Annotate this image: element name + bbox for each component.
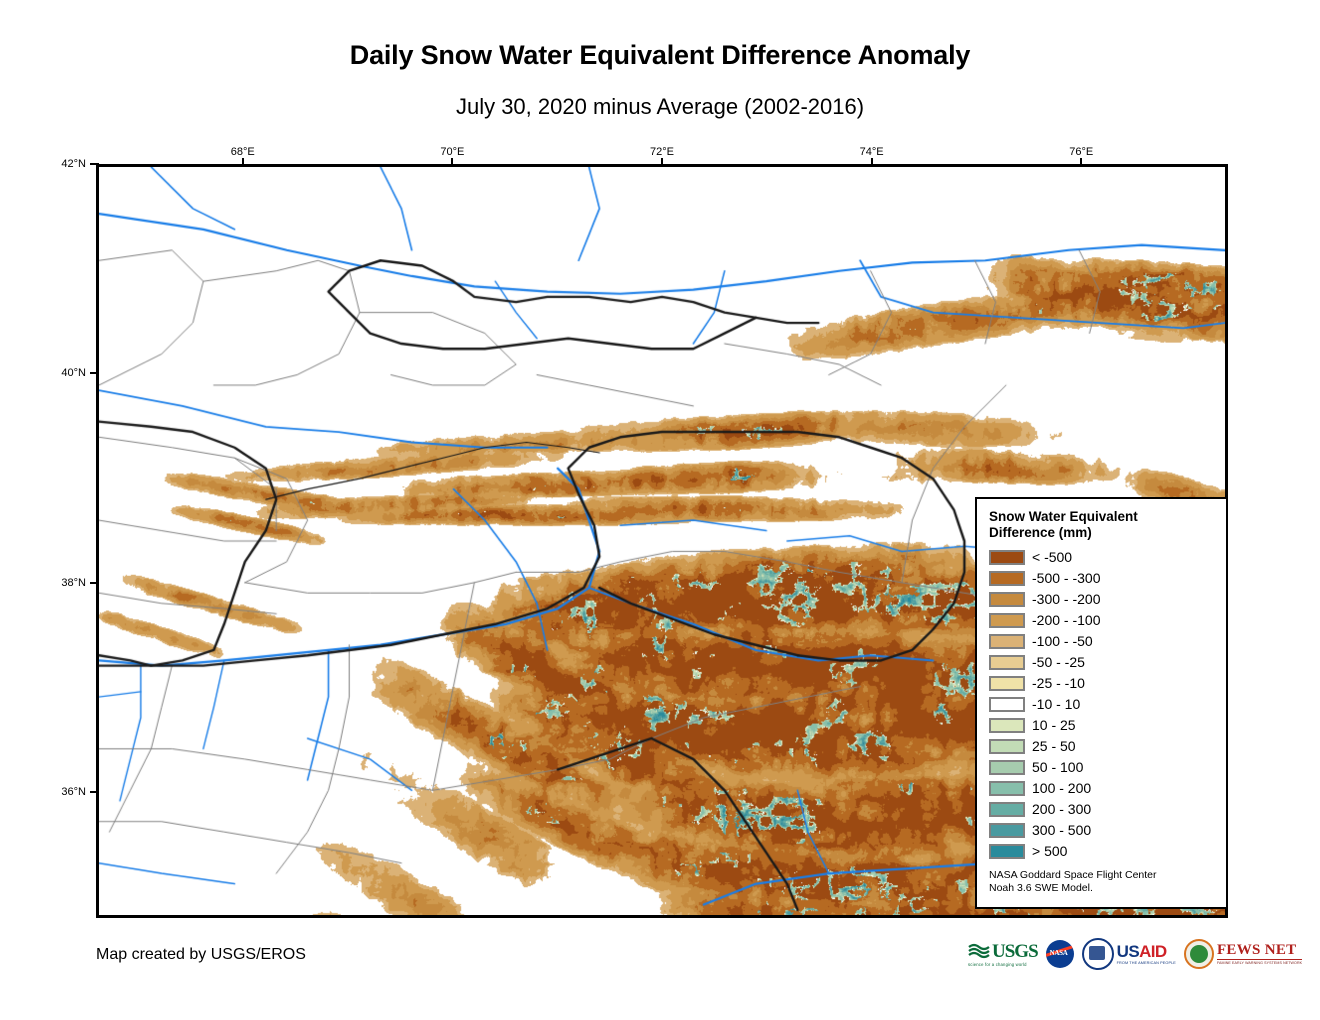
- legend-row: -500 - -300: [989, 568, 1216, 589]
- usgs-wordmark: USGS: [992, 940, 1039, 962]
- fewsnet-wordmark: FEWS NET: [1216, 942, 1303, 960]
- legend-swatch: [989, 591, 1025, 607]
- legend-label: 25 - 50: [1032, 738, 1076, 755]
- usgs-tagline: science for a changing world: [968, 961, 1027, 967]
- legend-label: -10 - 10: [1032, 696, 1081, 713]
- legend-row: < -500: [989, 547, 1216, 568]
- lon-tick-mark: [870, 158, 873, 167]
- page-subtitle: July 30, 2020 minus Average (2002-2016): [455, 94, 865, 119]
- page-title: Daily Snow Water Equivalent Difference A…: [349, 40, 971, 70]
- legend-title-line2: Difference (mm): [989, 525, 1092, 541]
- legend-swatch: [989, 654, 1025, 670]
- legend-swatch: [989, 759, 1025, 775]
- usaid-seal-icon: [1081, 938, 1114, 970]
- legend-swatch: [989, 738, 1025, 754]
- fewsnet-logo[interactable]: FEWS NET FAMINE EARLY WARNING SYSTEMS NE…: [1183, 937, 1303, 971]
- legend-swatch: [989, 675, 1025, 691]
- legend-label: 10 - 25: [1032, 717, 1076, 734]
- lat-tick-mark: [90, 581, 99, 584]
- legend-label: 50 - 100: [1032, 759, 1084, 776]
- legend-swatch: [989, 570, 1025, 586]
- legend-row: 100 - 200: [989, 778, 1216, 799]
- legend-label: -25 - -10: [1032, 675, 1085, 692]
- legend-row: -50 - -25: [989, 652, 1216, 673]
- lon-tick-mark: [241, 158, 244, 167]
- lat-tick-label: 38°N: [61, 576, 86, 589]
- legend-title: Snow Water Equivalent Difference (mm): [989, 509, 1216, 542]
- nasa-meatball-icon: NASA: [1045, 940, 1074, 968]
- lon-tick-label: 72°E: [650, 146, 674, 158]
- legend-label: -300 - -200: [1032, 591, 1101, 608]
- usgs-wave-icon: [968, 943, 990, 959]
- map-credit: Map created by USGS/EROS: [96, 946, 306, 963]
- legend-swatch: [989, 612, 1025, 628]
- legend-row: 300 - 500: [989, 820, 1216, 841]
- legend-label: 200 - 300: [1032, 801, 1092, 818]
- legend-label: < -500: [1032, 549, 1073, 566]
- lat-tick-label: 42°N: [61, 158, 86, 170]
- legend-swatch: [989, 780, 1025, 796]
- lat-tick-mark: [90, 163, 99, 165]
- legend-swatch: [989, 843, 1025, 859]
- usaid-logo[interactable]: USAID FROM THE AMERICAN PEOPLE: [1081, 937, 1176, 971]
- legend-class-list: < -500 -500 - -300 -300 - -200 -200 - -100 -…: [989, 547, 1216, 862]
- legend-row: 10 - 25: [989, 715, 1216, 736]
- lon-tick-mark: [661, 158, 663, 167]
- fewsnet-tagline: FAMINE EARLY WARNING SYSTEMS NETWORK: [1216, 961, 1303, 966]
- legend-label: > 500: [1032, 843, 1068, 860]
- legend-swatch: [989, 633, 1025, 649]
- usaid-wordmark-us: US: [1116, 942, 1140, 961]
- legend-row: -200 - -100: [989, 610, 1216, 631]
- legend-label: -100 - -50: [1032, 633, 1093, 650]
- usaid-tagline: FROM THE AMERICAN PEOPLE: [1116, 961, 1176, 965]
- legend-source-note: NASA Goddard Space Flight Center Noah 3.…: [989, 869, 1216, 895]
- legend-row: 50 - 100: [989, 757, 1216, 778]
- lon-tick-mark: [451, 158, 454, 167]
- lon-tick-label: 70°E: [440, 146, 465, 158]
- legend-swatch: [989, 822, 1025, 838]
- lat-tick-mark: [90, 791, 99, 794]
- legend-row: -300 - -200: [989, 589, 1216, 610]
- legend-source-line2: Noah 3.6 SWE Model.: [989, 882, 1093, 895]
- legend-title-line1: Snow Water Equivalent: [989, 509, 1138, 524]
- lat-tick-label: 40°N: [61, 367, 86, 380]
- lon-tick-label: 76°E: [1069, 146, 1094, 158]
- legend-row: > 500: [989, 841, 1216, 862]
- legend-row: 25 - 50: [989, 736, 1216, 757]
- legend-row: -100 - -50: [989, 631, 1216, 652]
- legend-label: 300 - 500: [1032, 822, 1092, 839]
- legend-panel: Snow Water Equivalent Difference (mm) < …: [975, 497, 1228, 909]
- lon-tick-mark: [1080, 158, 1083, 167]
- lon-tick-label: 68°E: [230, 146, 255, 158]
- legend-row: -10 - 10: [989, 694, 1216, 715]
- logo-bar: USGS science for a changing world NASA U…: [968, 934, 1303, 974]
- lat-tick-label: 36°N: [61, 786, 86, 799]
- legend-label: -500 - -300: [1032, 570, 1101, 587]
- fewsnet-globe-icon: [1183, 939, 1214, 969]
- legend-label: 100 - 200: [1032, 780, 1092, 797]
- legend-row: -25 - -10: [989, 673, 1216, 694]
- nasa-logo[interactable]: NASA: [1045, 937, 1074, 971]
- legend-swatch: [989, 717, 1025, 733]
- legend-swatch: [989, 549, 1025, 565]
- nasa-wordmark: NASA: [1049, 949, 1068, 957]
- usaid-wordmark-aid: AID: [1139, 942, 1167, 961]
- legend-label: -200 - -100: [1032, 612, 1101, 629]
- legend-swatch: [989, 696, 1025, 712]
- usgs-logo[interactable]: USGS science for a changing world: [968, 937, 1039, 971]
- legend-swatch: [989, 801, 1025, 817]
- legend-row: 200 - 300: [989, 799, 1216, 820]
- legend-source-line1: NASA Goddard Space Flight Center: [989, 868, 1157, 881]
- lat-tick-mark: [90, 372, 99, 375]
- legend-label: -50 - -25: [1032, 654, 1085, 671]
- lon-tick-label: 74°E: [859, 146, 884, 158]
